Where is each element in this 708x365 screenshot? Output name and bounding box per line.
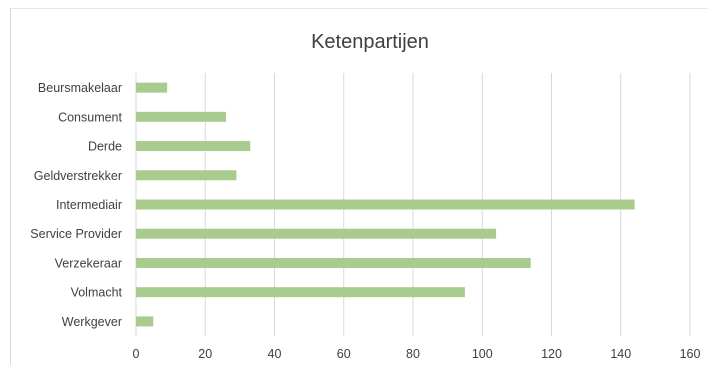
bar-geldverstrekker bbox=[136, 170, 237, 181]
category-label: Volmacht bbox=[71, 286, 123, 300]
category-label: Intermediair bbox=[56, 198, 122, 212]
x-tick-label: 80 bbox=[406, 347, 420, 361]
x-tick-label: 140 bbox=[610, 347, 631, 361]
bar-derde bbox=[136, 141, 251, 152]
x-tick-label: 0 bbox=[133, 347, 140, 361]
chart-title: Ketenpartijen bbox=[311, 31, 429, 53]
x-tick-label: 160 bbox=[680, 347, 701, 361]
category-label: Service Provider bbox=[30, 227, 122, 241]
bar-volmacht bbox=[136, 287, 465, 298]
bar-service-provider bbox=[136, 228, 497, 239]
category-label: Beursmakelaar bbox=[38, 81, 122, 95]
x-tick-label: 40 bbox=[268, 347, 282, 361]
category-label: Verzekeraar bbox=[55, 256, 122, 270]
x-tick-label: 20 bbox=[198, 347, 212, 361]
category-label: Werkgever bbox=[62, 315, 122, 329]
bar-verzekeraar bbox=[136, 257, 531, 268]
category-label: Consument bbox=[58, 110, 122, 124]
bar-werkgever bbox=[136, 316, 154, 327]
category-label: Geldverstrekker bbox=[34, 169, 122, 183]
category-labels: Beursmakelaar Consument Derde Geldverstrekk… bbox=[30, 81, 122, 329]
bar-beursmakelaar bbox=[136, 82, 168, 93]
x-tick-labels: 0 20 40 60 80 100 120 140 160 bbox=[133, 347, 701, 361]
x-tick-label: 100 bbox=[472, 347, 493, 361]
bar-intermediair bbox=[136, 199, 635, 210]
x-tick-label: 120 bbox=[541, 347, 562, 361]
bar-consument bbox=[136, 111, 227, 122]
category-label: Derde bbox=[88, 140, 122, 154]
x-tick-label: 60 bbox=[337, 347, 351, 361]
chart-area-border bbox=[10, 8, 708, 365]
bars bbox=[136, 82, 635, 327]
